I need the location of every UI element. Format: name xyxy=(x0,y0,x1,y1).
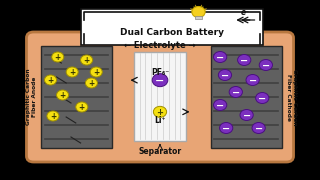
Text: +: + xyxy=(88,79,94,88)
Circle shape xyxy=(259,60,273,71)
Circle shape xyxy=(66,67,78,77)
Text: +: + xyxy=(79,103,85,112)
Circle shape xyxy=(90,67,102,77)
Circle shape xyxy=(229,87,243,98)
Text: −: − xyxy=(232,87,240,98)
Text: +: + xyxy=(55,53,61,62)
FancyBboxPatch shape xyxy=(27,32,293,162)
Text: −: − xyxy=(258,93,266,103)
Text: Graphitic Carbon
Fiber Cathode: Graphitic Carbon Fiber Cathode xyxy=(286,69,297,125)
Text: +: + xyxy=(156,108,164,117)
Text: +: + xyxy=(50,112,56,121)
Circle shape xyxy=(85,78,98,88)
Circle shape xyxy=(52,52,64,62)
FancyBboxPatch shape xyxy=(41,46,112,148)
Text: −: − xyxy=(243,111,251,120)
Text: +: + xyxy=(60,91,66,100)
Text: Dual Carbon Battery: Dual Carbon Battery xyxy=(120,28,224,37)
Circle shape xyxy=(252,123,265,134)
Text: +: + xyxy=(47,76,54,85)
Text: ← Electrolyte →: ← Electrolyte → xyxy=(124,40,196,50)
Text: Graphitic Carbon
Fiber Anode: Graphitic Carbon Fiber Anode xyxy=(26,69,37,125)
Circle shape xyxy=(57,90,68,100)
Text: −: − xyxy=(216,100,224,111)
Circle shape xyxy=(153,106,167,117)
Circle shape xyxy=(81,55,92,65)
Text: −: − xyxy=(221,71,229,80)
Circle shape xyxy=(237,55,251,66)
Circle shape xyxy=(220,123,233,134)
Text: e⁻: e⁻ xyxy=(241,8,250,17)
FancyBboxPatch shape xyxy=(211,46,282,148)
Text: −: − xyxy=(262,60,270,71)
Text: −: − xyxy=(255,123,263,134)
Circle shape xyxy=(213,51,227,62)
FancyBboxPatch shape xyxy=(81,9,263,45)
Circle shape xyxy=(218,69,232,80)
Circle shape xyxy=(76,102,88,112)
FancyBboxPatch shape xyxy=(134,51,186,141)
Circle shape xyxy=(192,6,205,17)
Circle shape xyxy=(256,93,269,103)
Text: +: + xyxy=(84,56,90,65)
Circle shape xyxy=(47,111,59,121)
Text: +: + xyxy=(93,68,100,77)
Text: Li⁺: Li⁺ xyxy=(154,116,166,125)
Text: −: − xyxy=(240,55,248,66)
Text: −: − xyxy=(249,75,257,86)
Circle shape xyxy=(246,75,259,86)
Circle shape xyxy=(240,109,253,120)
FancyBboxPatch shape xyxy=(196,15,202,19)
Circle shape xyxy=(152,74,168,87)
Text: −: − xyxy=(222,123,230,134)
Circle shape xyxy=(44,75,57,85)
Text: Separator: Separator xyxy=(139,147,181,156)
Text: −: − xyxy=(155,76,165,86)
Text: +: + xyxy=(69,68,75,77)
Text: PF₆⁻: PF₆⁻ xyxy=(151,68,169,77)
Circle shape xyxy=(213,100,227,111)
Text: −: − xyxy=(216,53,224,62)
